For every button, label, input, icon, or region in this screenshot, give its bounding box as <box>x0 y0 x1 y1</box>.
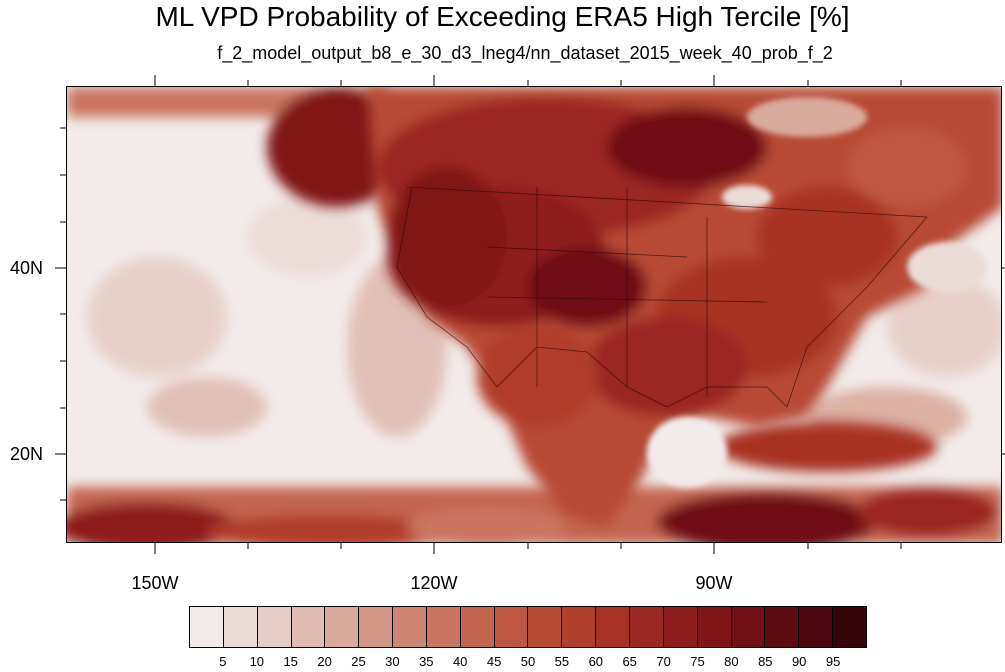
colorbar-label: 50 <box>520 654 536 669</box>
colorbar-cell <box>494 607 529 647</box>
colorbar-cell <box>562 607 597 647</box>
colorbar-cell <box>291 607 326 647</box>
colorbar-label: 75 <box>690 654 705 669</box>
lat-label-40n: 40N <box>10 258 44 278</box>
colorbar-label: 25 <box>351 654 366 669</box>
colorbar-cell <box>629 607 664 647</box>
colorbar-label: 5 <box>219 654 227 669</box>
colorbar-cell <box>799 607 834 647</box>
colorbar-cell <box>528 607 563 647</box>
colorbar-cell <box>731 607 766 647</box>
colorbar <box>189 606 867 648</box>
colorbar-label: 15 <box>283 654 298 669</box>
colorbar-cell <box>663 607 698 647</box>
colorbar-cell <box>359 607 394 647</box>
colorbar-label: 20 <box>317 654 332 669</box>
colorbar-label: 30 <box>385 654 400 669</box>
colorbar-label: 85 <box>758 654 773 669</box>
colorbar-label: 40 <box>452 654 468 669</box>
colorbar-label: 80 <box>724 654 739 669</box>
colorbar-label: 10 <box>249 654 265 669</box>
map-title: ML VPD Probability of Exceeding ERA5 Hig… <box>155 1 850 32</box>
colorbar-cell <box>833 607 866 647</box>
colorbar-cell <box>223 607 258 647</box>
colorbar-cell <box>460 607 495 647</box>
colorbar-label: 60 <box>588 654 604 669</box>
colorbar-label: 35 <box>419 654 434 669</box>
lat-label-20n: 20N <box>10 444 44 464</box>
colorbar-cell <box>596 607 630 647</box>
colorbar-cell <box>393 607 427 647</box>
colorbar-label: 45 <box>486 654 502 669</box>
map-subtitle: f_2_model_output_b8_e_30_d3_lneg4/nn_dat… <box>217 43 833 63</box>
map-field <box>67 87 1001 542</box>
colorbar-cell <box>765 607 800 647</box>
colorbar-cell <box>426 607 461 647</box>
colorbar-label: 90 <box>791 654 807 669</box>
lon-label-150w: 150W <box>131 573 179 593</box>
colorbar-label: 95 <box>825 654 841 669</box>
lon-label-120w: 120W <box>410 573 458 593</box>
colorbar-cell <box>190 607 224 647</box>
colorbar-label: 65 <box>622 654 637 669</box>
colorbar-label: 55 <box>554 654 570 669</box>
colorbar-cell <box>697 607 732 647</box>
colorbar-cell <box>325 607 360 647</box>
colorbar-cell <box>257 607 292 647</box>
colorbar-label: 70 <box>656 654 671 669</box>
lon-label-90w: 90W <box>695 573 733 593</box>
probability-map <box>66 86 1002 543</box>
